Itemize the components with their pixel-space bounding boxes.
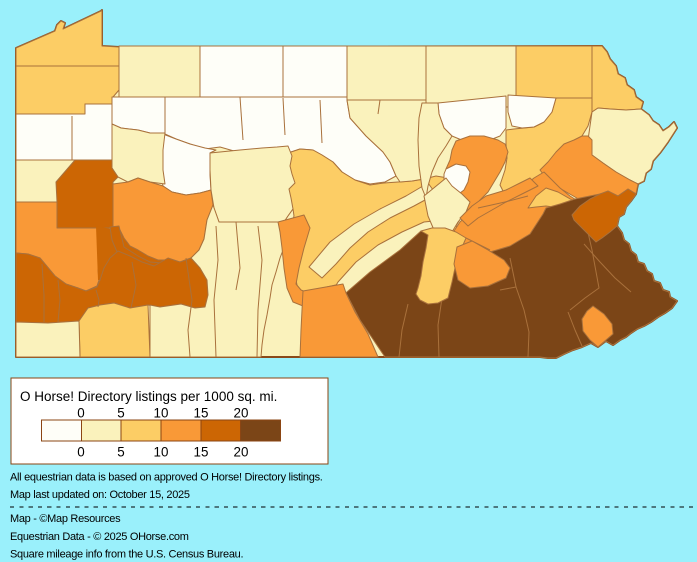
svg-text:Equestrian Data - © 2025 OHors: Equestrian Data - © 2025 OHorse.com [10, 531, 189, 543]
svg-text:10: 10 [154, 445, 169, 460]
svg-text:10: 10 [154, 406, 169, 421]
svg-text:15: 15 [194, 445, 209, 460]
svg-text:O Horse! Directory listings pe: O Horse! Directory listings per 1000 sq.… [20, 389, 277, 404]
svg-text:0: 0 [77, 445, 84, 460]
svg-text:0: 0 [77, 406, 84, 421]
svg-text:15: 15 [194, 406, 209, 421]
svg-text:20: 20 [234, 406, 249, 421]
svg-text:20: 20 [234, 445, 249, 460]
svg-text:Map last updated on: October 1: Map last updated on: October 15, 2025 [10, 489, 190, 501]
svg-text:All equestrian data is based o: All equestrian data is based on approved… [10, 472, 323, 484]
svg-text:5: 5 [117, 406, 124, 421]
svg-text:Map - ©Map Resources: Map - ©Map Resources [10, 513, 121, 525]
svg-text:5: 5 [117, 445, 124, 460]
svg-text:Square mileage info from the U: Square mileage info from the U.S. Census… [10, 549, 243, 561]
